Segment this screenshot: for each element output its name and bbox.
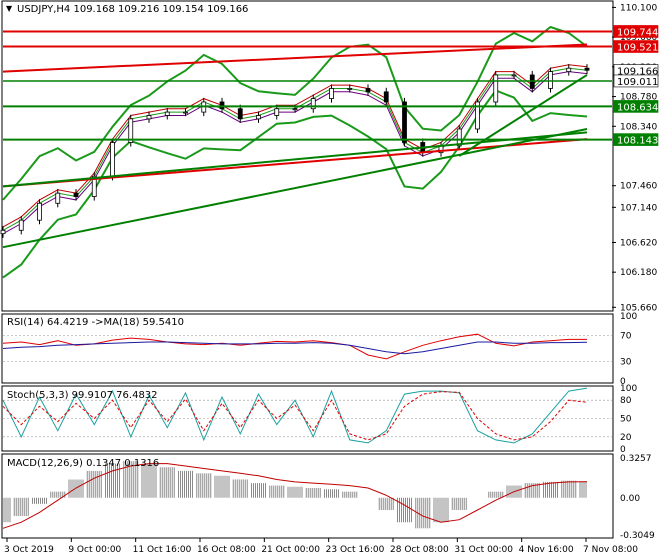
rsi-ma-line [2,341,588,355]
macd-y-tick: 0.00 [620,494,640,504]
candle-body [475,101,480,130]
candle-body [402,101,407,143]
rsi-line [2,333,587,360]
price-tag-label-r2: 109.521 [617,43,658,54]
green-support-trendline [2,128,588,249]
macd-signal-line [2,463,588,529]
price-tag-s1 [613,100,659,113]
bollinger-upper [2,25,588,201]
candle-body [347,88,353,90]
price-tag-r1 [613,25,659,38]
macd-title: MACD(12,26,9) 0.1347 0.1316 [7,458,159,469]
axis-layer: 110.100109.660109.220108.780108.340107.4… [4,3,657,555]
candle-body [73,192,79,197]
x-tick-label: 7 Nov 08:00 [583,545,638,555]
stoch-y-tick: 0 [620,445,626,455]
candle-body [183,111,188,114]
stoch-y-tick: 80 [620,396,632,406]
price-tag-label-r1: 109.744 [617,27,658,38]
rsi-y-tick: 0 [620,377,626,387]
main-title: USDJPY,H4 109.168 109.216 109.154 109.16… [17,4,248,15]
candle-body [110,142,115,177]
candle-body [511,74,517,77]
y-tick-label: 108.780 [620,93,657,103]
candle-body [237,108,243,120]
macd-y-tick: -0.3049 [620,531,655,541]
x-tick-label: 11 Oct 16:00 [133,545,192,555]
candle-body [0,229,6,235]
candle-body [365,88,371,93]
y-tick-label: 106.620 [620,238,657,248]
candle-body [383,91,389,103]
x-tick-label: 4 Nov 16:00 [519,545,574,555]
main-panel-frame [1,0,614,312]
red-support-trendline [2,138,588,188]
candle-body [256,115,261,120]
x-tick-label: 21 Oct 00:00 [261,545,320,555]
stoch-k-line [2,387,588,444]
stoch-y-tick: 50 [620,415,632,425]
stoch-y-tick: 100 [620,384,637,394]
y-tick-label: 110.100 [620,3,657,13]
triangle-icon: ▼ [6,4,13,13]
candle-body [274,108,280,116]
stoch-panel-frame [1,385,614,452]
price-tag-label-s1: 108.634 [617,102,658,113]
price-tag-r2 [613,40,659,53]
candle-body [91,175,97,197]
candle-body [128,118,134,143]
candle-body [329,88,334,99]
y-tick-label: 109.660 [620,33,657,43]
stoch-title: Stoch(5,3,3) 99.9107 76.4832 [7,390,158,401]
stoch-layer [2,387,612,444]
rsi-y-tick: 100 [620,312,637,322]
rsi-panel-frame [1,313,614,384]
price-tag-s0 [613,74,659,88]
candle-body [493,74,499,103]
y-tick-label: 107.460 [620,182,657,192]
rsi-title: RSI(14) 64.4219 ->MA(18) 59.5410 [7,317,184,328]
y-tick-label: 107.140 [620,203,657,213]
candle-body [37,202,42,221]
rsi-layer [2,333,612,362]
rsi-y-tick: 70 [620,332,632,342]
price-tag-label-s0: 109.011 [617,77,658,88]
main-price-layer [0,25,612,279]
x-tick-label: 31 Oct 00:00 [454,545,513,555]
macd-panel-frame [1,453,614,539]
candle-body [456,128,462,147]
x-tick-label: 16 Oct 08:00 [197,545,256,555]
candle-body [566,67,572,72]
candle-body [584,67,590,71]
price-tag-label-cur: 109.166 [617,66,658,77]
macd-y-tick: 0.3257 [620,454,652,464]
x-tick-label: 3 Oct 2019 [4,545,54,555]
stoch-d-line [2,391,588,441]
price-tag-s2 [613,133,659,146]
green-uptrend-line [458,74,588,157]
x-tick-label: 28 Oct 08:00 [390,545,449,555]
candle-body [219,101,225,110]
candle-body [18,219,24,231]
candle-body [164,111,170,116]
candle-body [146,115,152,120]
candle-body [310,98,316,110]
green-trendline-2 [2,131,588,188]
macd-layer [2,461,588,529]
x-tick-label: 23 Oct 16:00 [326,545,385,555]
y-tick-label: 108.340 [620,122,657,132]
y-tick-label: 105.660 [620,303,657,313]
candle-body [548,71,553,89]
candle-body [292,108,298,111]
rsi-y-tick: 30 [620,358,632,368]
y-tick-label: 106.180 [620,268,657,278]
price-tag-label-s2: 108.143 [617,136,658,147]
stoch-y-tick: 20 [620,433,632,443]
candle-body [55,192,61,204]
resistance-trendline [2,43,588,73]
x-tick-label: 9 Oct 00:00 [68,545,121,555]
